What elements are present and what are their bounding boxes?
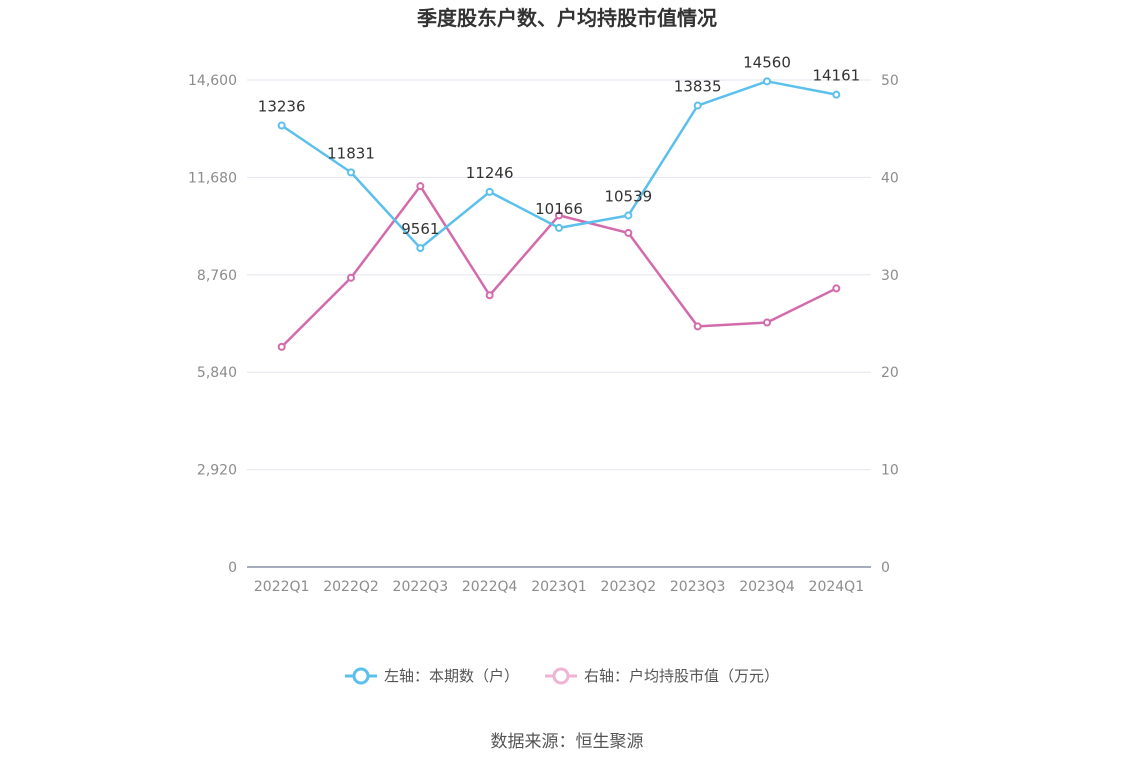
legend-item-left-series[interactable]: 左轴：本期数（户） — [345, 667, 519, 685]
right-tick-label: 20 — [881, 365, 899, 381]
legend-label-right: 右轴：户均持股市值（万元） — [584, 667, 779, 685]
data-point-right[interactable] — [416, 182, 425, 191]
left-tick-label: 8,760 — [197, 268, 237, 284]
left-tick-label: 14,600 — [188, 73, 237, 89]
right-tick-label: 30 — [881, 268, 899, 284]
chart-title: 季度股东户数、户均持股市值情况 — [416, 6, 717, 30]
data-point-right[interactable] — [693, 322, 702, 331]
left-tick-label: 2,920 — [197, 463, 237, 479]
source-note: 数据来源：恒生聚源 — [491, 732, 644, 752]
x-tick-label: 2023Q1 — [531, 579, 587, 595]
data-label: 9561 — [401, 220, 439, 238]
right-axis-ticks: 0 10 20 30 40 50 — [881, 73, 899, 576]
data-labels: 13236 11831 9561 11246 10166 10539 13835 14560 1… — [258, 53, 860, 238]
data-point-right[interactable] — [485, 291, 494, 300]
data-label: 10166 — [535, 200, 583, 218]
data-point-left[interactable] — [347, 168, 355, 177]
data-point-left[interactable] — [763, 77, 771, 86]
left-tick-label: 0 — [228, 560, 237, 576]
x-axis-ticks: 2022Q1 2022Q2 2022Q3 2022Q4 2023Q1 2023Q2 2023… — [254, 579, 864, 595]
data-label: 13835 — [674, 78, 722, 96]
x-tick-label: 2022Q2 — [323, 579, 379, 595]
x-tick-label: 2022Q4 — [462, 579, 518, 595]
data-point-left[interactable] — [555, 223, 563, 232]
data-point-left[interactable] — [832, 90, 841, 99]
data-point-right[interactable] — [763, 318, 771, 327]
data-label: 10539 — [604, 187, 652, 205]
data-point-left[interactable] — [624, 211, 633, 220]
series-layer — [277, 77, 841, 351]
data-point-right[interactable] — [555, 211, 563, 220]
data-point-left[interactable] — [277, 121, 286, 130]
x-tick-label: 2022Q1 — [254, 579, 310, 595]
data-label: 11246 — [466, 164, 514, 182]
left-axis-ticks: 0 2,920 5,840 8,760 11,680 14,600 — [188, 73, 237, 576]
data-label: 13236 — [258, 97, 306, 115]
data-point-right[interactable] — [832, 284, 841, 293]
data-point-left[interactable] — [693, 101, 702, 110]
left-tick-label: 11,680 — [188, 170, 237, 186]
data-point-right[interactable] — [277, 342, 286, 351]
data-point-left[interactable] — [416, 244, 425, 253]
legend-marker-right — [552, 667, 570, 685]
data-point-right[interactable] — [624, 228, 633, 237]
legend-label-left: 左轴：本期数（户） — [384, 667, 519, 685]
right-tick-label: 50 — [881, 73, 899, 89]
right-tick-label: 10 — [881, 463, 899, 479]
x-tick-label: 2023Q2 — [601, 579, 657, 595]
series-line-left — [280, 80, 837, 250]
data-label: 14560 — [743, 53, 791, 71]
data-point-right[interactable] — [347, 273, 355, 282]
legend-item-right-series[interactable]: 右轴：户均持股市值（万元） — [545, 667, 779, 685]
x-tick-label: 2022Q3 — [393, 579, 449, 595]
x-tick-label: 2024Q1 — [809, 579, 865, 595]
left-tick-label: 5,840 — [197, 365, 237, 381]
data-label: 14161 — [812, 67, 860, 85]
data-label: 11831 — [327, 144, 375, 162]
legend: 左轴：本期数（户） 右轴：户均持股市值（万元） — [345, 667, 779, 685]
right-tick-label: 0 — [881, 560, 890, 576]
x-tick-label: 2023Q3 — [670, 579, 726, 595]
data-point-left[interactable] — [485, 187, 494, 196]
legend-marker-left — [352, 667, 370, 685]
right-tick-label: 40 — [881, 170, 899, 186]
x-tick-label: 2023Q4 — [739, 579, 795, 595]
